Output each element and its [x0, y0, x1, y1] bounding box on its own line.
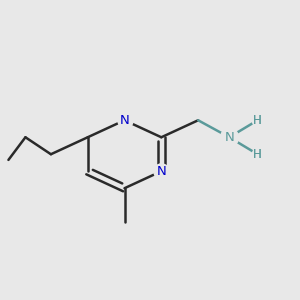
Text: H: H [253, 148, 262, 161]
Text: H: H [253, 114, 262, 127]
Text: H: H [253, 114, 262, 127]
Text: N: N [156, 165, 166, 178]
Text: N: N [224, 131, 234, 144]
Text: H: H [253, 148, 262, 161]
Text: N: N [120, 114, 129, 127]
